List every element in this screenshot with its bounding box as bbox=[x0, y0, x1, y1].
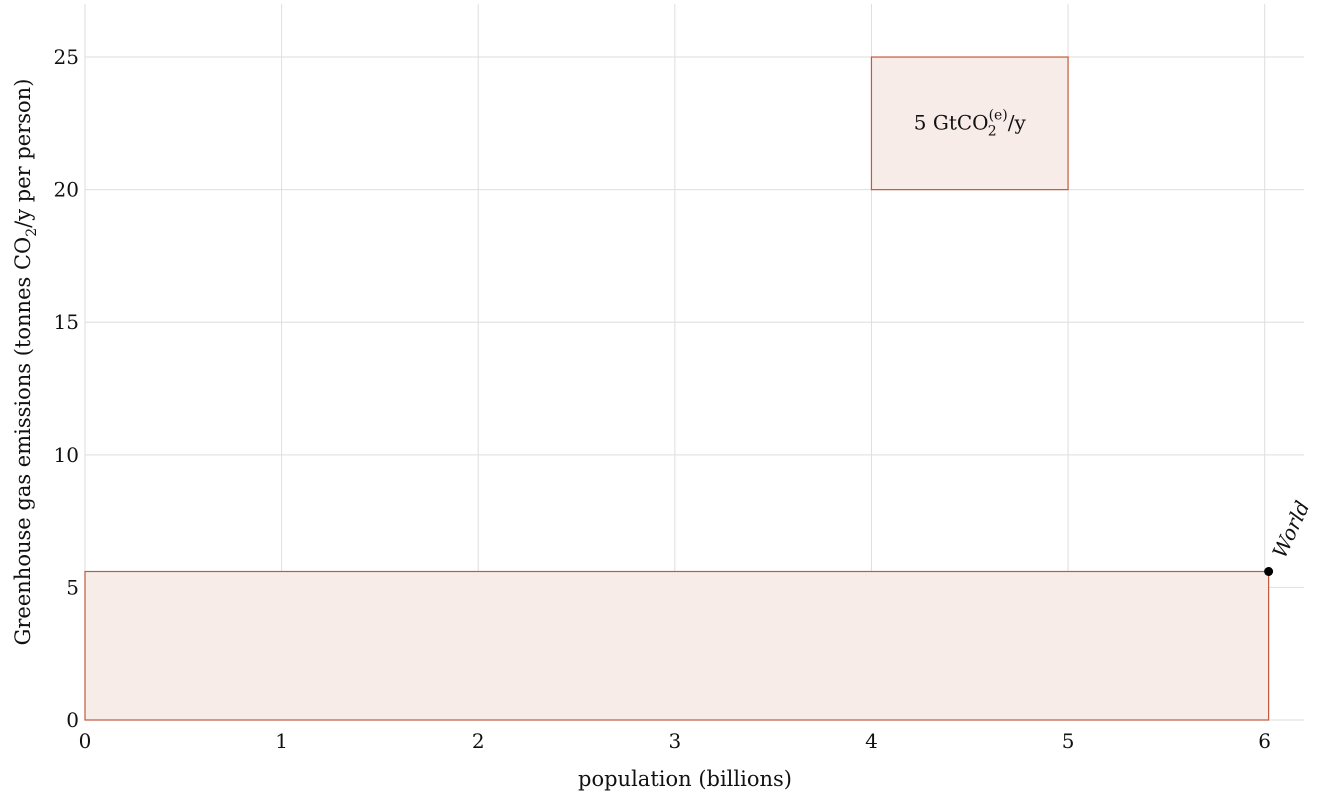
data-regions bbox=[84, 570, 1270, 721]
y-axis-label-subscript: 2 bbox=[24, 228, 40, 237]
tick-labels: 0 1 2 3 4 5 6 0 5 10 15 20 25 bbox=[54, 45, 1271, 753]
y-axis-label: Greenhouse gas emissions (tonnes CO2/y p… bbox=[11, 79, 40, 646]
data-points: World bbox=[1264, 497, 1314, 576]
y-tick-label: 0 bbox=[66, 708, 79, 732]
x-tick-label: 0 bbox=[79, 729, 92, 753]
world-point bbox=[1264, 566, 1274, 576]
y-axis-label-main: Greenhouse gas emissions (tonnes CO bbox=[11, 237, 35, 646]
x-tick-label: 4 bbox=[865, 729, 878, 753]
scale-box-label-subscript: 2 bbox=[988, 123, 997, 139]
y-tick-label: 10 bbox=[54, 443, 79, 467]
x-tick-label: 5 bbox=[1062, 729, 1075, 753]
x-tick-label: 1 bbox=[275, 729, 288, 753]
x-axis-label: population (billions) bbox=[578, 767, 792, 791]
x-tick-label: 2 bbox=[472, 729, 485, 753]
region-bar bbox=[84, 570, 1270, 721]
x-tick-label: 6 bbox=[1258, 729, 1271, 753]
y-tick-label: 20 bbox=[54, 178, 79, 202]
scale-box-label-main: 5 GtCO bbox=[914, 110, 989, 134]
y-tick-label: 5 bbox=[66, 575, 79, 599]
scale-box-label-tail: /y bbox=[1008, 110, 1027, 134]
scale-box-label-superscript: (e) bbox=[989, 107, 1008, 123]
y-axis-label-tail: /y per person) bbox=[11, 79, 35, 228]
scale-box-rect bbox=[870, 56, 1069, 191]
scale-box-label: 5 GtCO(e) 2/y bbox=[914, 107, 1027, 139]
scale-box: 5 GtCO(e) 2/y bbox=[870, 56, 1069, 191]
y-tick-label: 25 bbox=[54, 45, 79, 69]
x-tick-label: 3 bbox=[668, 729, 681, 753]
y-tick-label: 15 bbox=[54, 310, 79, 334]
world-point-label: World bbox=[1267, 497, 1314, 562]
